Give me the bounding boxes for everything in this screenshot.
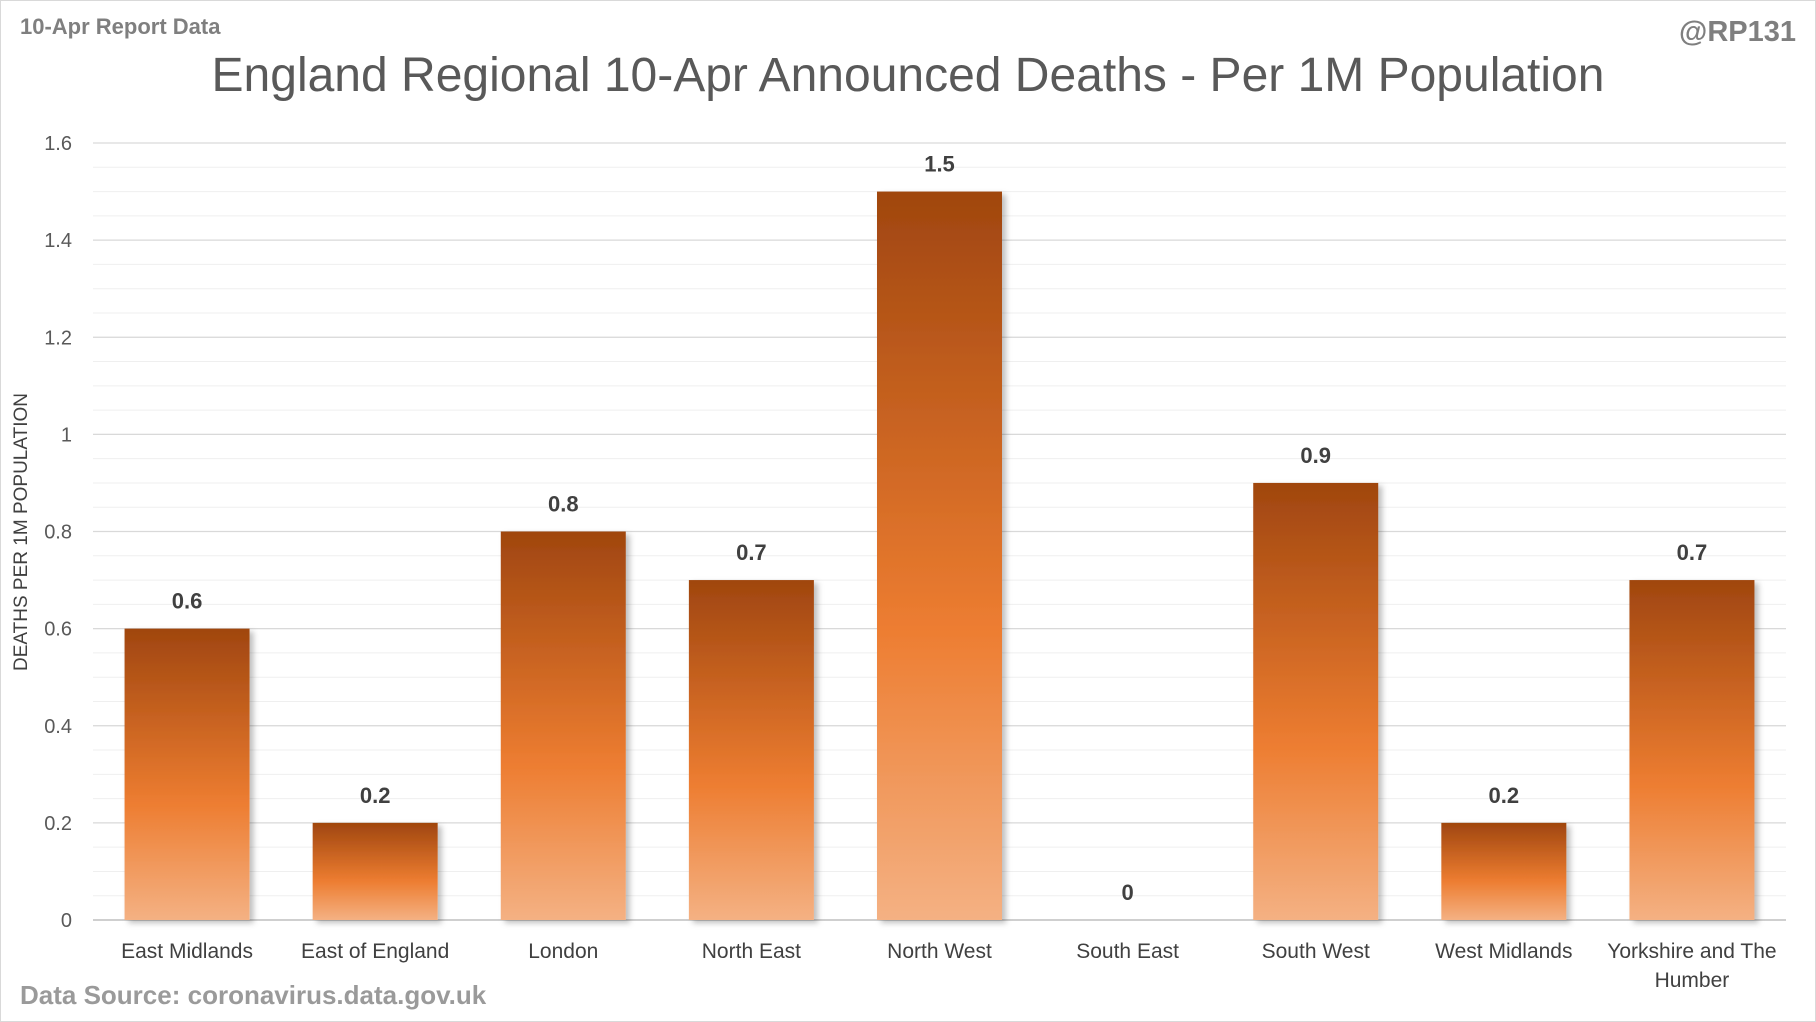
y-tick-label: 0.8 [44,522,72,544]
data-label: 1.5 [924,152,955,177]
y-tick-label: 0.2 [44,813,72,835]
category-label: North West [887,940,992,963]
data-label: 0.7 [736,540,767,565]
chart-title: England Regional 10-Apr Announced Deaths… [211,49,1605,102]
data-label: 0.6 [172,589,203,614]
data-label: 0.7 [1677,540,1708,565]
y-tick-label: 0 [61,910,72,932]
category-label: London [528,940,598,963]
data-labels: 0.6 0.2 0.8 0.7 1.5 0 0.9 0.2 0.7 [172,152,1707,905]
author-handle: @RP131 [1679,16,1796,48]
bar-series [124,191,1755,920]
data-label: 0.8 [548,492,579,517]
category-label: South West [1262,940,1370,963]
category-label: West Midlands [1435,940,1572,963]
bar [312,822,438,920]
data-label: 0 [1121,880,1133,905]
y-tick-label: 1.6 [44,133,72,155]
report-date-label: 10-Apr Report Data [20,14,221,39]
bar [124,628,250,920]
bar [500,531,626,920]
bar [1441,822,1567,920]
y-axis-tick-labels: 0 0.2 0.4 0.6 0.8 1 1.2 1.4 1.6 [44,133,72,932]
category-label: North East [702,940,801,963]
data-label: 0.2 [360,783,391,808]
bar [877,191,1002,920]
bar [1629,580,1755,920]
data-label: 0.9 [1300,443,1331,468]
category-label: South East [1076,940,1179,963]
data-source-label: Data Source: coronavirus.data.gov.uk [20,980,487,1010]
category-label: East of England [301,940,449,963]
y-tick-label: 0.6 [44,619,72,641]
y-tick-label: 1 [61,424,72,446]
y-axis-title: DEATHS PER 1M POPULATION [11,393,32,671]
bar [688,580,814,920]
data-label: 0.2 [1489,783,1520,808]
category-label: East Midlands [121,940,253,963]
x-axis-category-labels: East Midlands East of England London North … [121,940,1776,992]
y-tick-label: 1.4 [44,230,72,252]
y-tick-label: 0.4 [44,716,72,738]
bar [1253,482,1379,920]
y-tick-label: 1.2 [44,327,72,349]
category-label: Yorkshire and The Humber [1607,940,1776,992]
